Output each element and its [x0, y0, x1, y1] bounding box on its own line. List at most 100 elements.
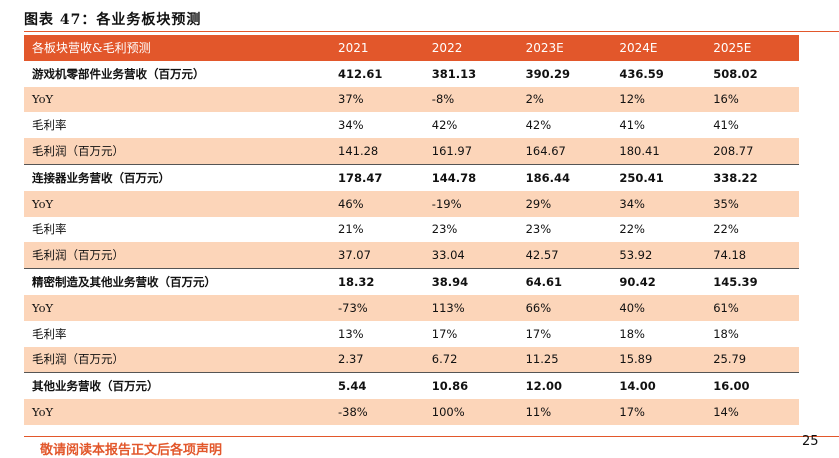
table-cell: 33.04 — [423, 242, 518, 269]
footer-divider — [24, 436, 839, 437]
table-cell: 61% — [705, 294, 799, 321]
table-cell: 21% — [338, 222, 364, 237]
table-cell: 46% — [330, 190, 424, 217]
row-label: 毛利润（百万元） — [24, 242, 330, 269]
table-cell: 18% — [713, 326, 739, 341]
table-cell: 141.28 — [330, 138, 424, 165]
table-body: 游戏机零部件业务营收（百万元） 412.61 381.13 390.29 436.59 5… — [24, 61, 799, 425]
table-cell: 412.61 — [338, 66, 383, 81]
table-cell: 42.57 — [517, 242, 612, 269]
table-row: 毛利润（百万元） 141.28 161.97 164.67 180.41 208.77 — [24, 138, 799, 165]
table-cell: 11% — [517, 399, 612, 425]
page-number: 25 — [802, 434, 819, 449]
table-row: YoY -38% 100% 11% 17% 14% — [24, 399, 799, 425]
table-cell: 100% — [423, 399, 518, 425]
row-label: 毛利润（百万元） — [24, 138, 330, 165]
table-cell: 37.07 — [330, 242, 424, 269]
table-cell: 12.00 — [517, 372, 612, 400]
header-label: 各板块营收&毛利预测 — [24, 35, 330, 61]
table-cell: 10.86 — [423, 372, 518, 400]
table-cell: 11.25 — [517, 346, 612, 373]
row-label: 毛利润（百万元） — [24, 346, 330, 373]
table-row: 毛利润（百万元） 37.07 33.04 42.57 53.92 74.18 — [24, 242, 799, 269]
table-cell: 41% — [713, 118, 739, 133]
table-cell: 5.44 — [330, 372, 424, 400]
table-cell: 178.47 — [330, 163, 424, 191]
header-year: 2023E — [517, 35, 612, 61]
table-cell: 17% — [611, 399, 706, 425]
table-cell: 14% — [705, 399, 799, 425]
table-cell: 37% — [330, 86, 424, 113]
table-cell: -38% — [330, 399, 424, 425]
row-label: 毛利率 — [32, 222, 67, 237]
table-cell: 23% — [525, 222, 552, 237]
table-cell: 208.77 — [705, 138, 799, 165]
row-label: YoY — [24, 294, 330, 321]
table-row: 游戏机零部件业务营收（百万元） 412.61 381.13 390.29 436.59 5… — [24, 61, 799, 87]
table-cell: 250.41 — [611, 163, 706, 191]
header-year: 2024E — [611, 35, 706, 61]
table-cell: 53.92 — [611, 242, 706, 269]
row-label: 连接器业务营收（百万元） — [24, 163, 330, 191]
table-cell: -73% — [330, 294, 424, 321]
table-cell: 34% — [338, 118, 364, 133]
table-cell: 66% — [517, 294, 612, 321]
header-year: 2022 — [423, 35, 518, 61]
table-cell: 17% — [431, 326, 458, 341]
figure-title: 图表 47：各业务板块预测 — [24, 12, 202, 28]
table-row: YoY 37% -8% 2% 12% 16% — [24, 86, 799, 113]
table-cell: 164.67 — [517, 138, 612, 165]
table-row: 毛利率 13% 17% 17% 18% 18% — [24, 321, 799, 347]
table-cell: 180.41 — [611, 138, 706, 165]
table-cell: 16% — [705, 86, 799, 113]
table-cell: 29% — [517, 190, 612, 217]
table-cell: 74.18 — [705, 242, 799, 269]
table-header-row: 各板块营收&毛利预测 2021 2022 2023E 2024E 2025E — [24, 35, 799, 61]
footer-disclaimer: 敬请阅读本报告正文后各项声明 — [40, 443, 223, 458]
table-cell: -19% — [423, 190, 518, 217]
row-label: 游戏机零部件业务营收（百万元） — [32, 66, 205, 81]
table-cell: 64.61 — [517, 268, 612, 295]
header-year: 2021 — [330, 35, 424, 61]
table-cell: 12% — [611, 86, 706, 113]
table-cell: 2.37 — [330, 346, 424, 373]
table-cell: 2% — [517, 86, 612, 113]
table-cell: 338.22 — [705, 163, 799, 191]
table-row: YoY -73% 113% 66% 40% 61% — [24, 294, 799, 321]
table-cell: 25.79 — [705, 346, 799, 373]
table-cell: 6.72 — [423, 346, 518, 373]
table-cell: 144.78 — [423, 163, 518, 191]
table-cell: 14.00 — [611, 372, 706, 400]
row-label: 精密制造及其他业务营收（百万元） — [24, 268, 330, 295]
title-divider — [24, 31, 839, 32]
table-cell: 18% — [619, 326, 645, 341]
table-cell: 41% — [619, 118, 645, 133]
table-row: 毛利润（百万元） 2.37 6.72 11.25 15.89 25.79 — [24, 346, 799, 373]
row-label: YoY — [24, 399, 330, 425]
table-cell: 16.00 — [705, 372, 799, 400]
table-cell: -8% — [423, 86, 518, 113]
table-cell: 508.02 — [713, 66, 758, 81]
table-cell: 90.42 — [611, 268, 706, 295]
table-row: 精密制造及其他业务营收（百万元） 18.32 38.94 64.61 90.42 145.… — [24, 268, 799, 295]
table-cell: 42% — [431, 118, 458, 133]
header-year: 2025E — [705, 35, 799, 61]
table-cell: 22% — [619, 222, 645, 237]
table-cell: 145.39 — [705, 268, 799, 295]
row-label: 毛利率 — [32, 326, 67, 341]
table-cell: 161.97 — [423, 138, 518, 165]
table-cell: 436.59 — [619, 66, 664, 81]
table-cell: 42% — [525, 118, 552, 133]
table-row: YoY 46% -19% 29% 34% 35% — [24, 190, 799, 217]
table-row: 连接器业务营收（百万元） 178.47 144.78 186.44 250.41 338.… — [24, 163, 799, 191]
table-cell: 13% — [338, 326, 364, 341]
row-label: 毛利率 — [32, 118, 67, 133]
table-cell: 34% — [611, 190, 706, 217]
row-label: YoY — [24, 86, 330, 113]
table-cell: 40% — [611, 294, 706, 321]
forecast-table: 各板块营收&毛利预测 2021 2022 2023E 2024E 2025E 游… — [24, 35, 799, 425]
table-cell: 113% — [423, 294, 518, 321]
table-cell: 17% — [525, 326, 552, 341]
row-label: YoY — [24, 190, 330, 217]
table-cell: 390.29 — [525, 66, 570, 81]
